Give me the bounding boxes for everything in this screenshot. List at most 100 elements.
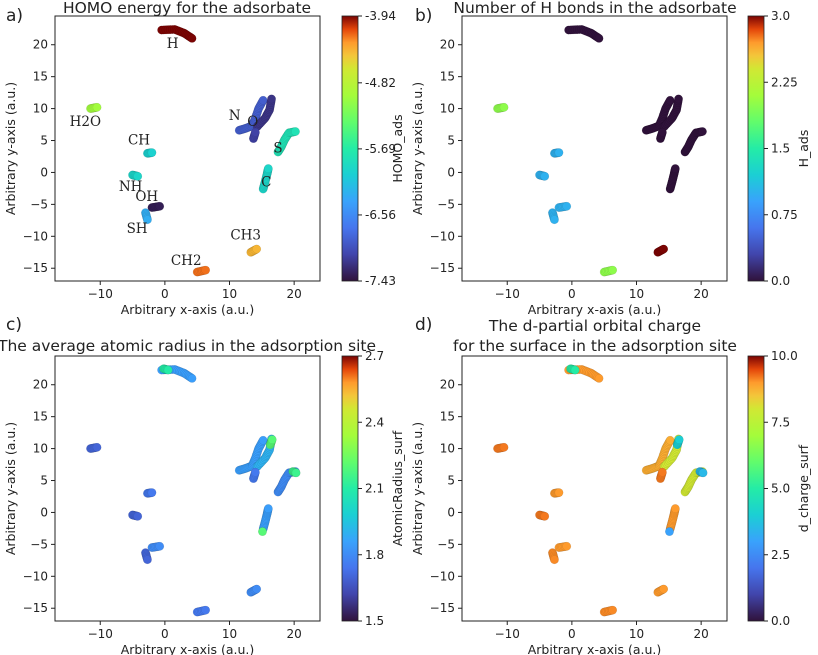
x-tick-label: 20 (287, 627, 302, 641)
panel-letter: d) (415, 315, 432, 335)
x-tick-label: 0 (568, 287, 576, 301)
annotation-label: S (273, 141, 282, 157)
data-point-h2o (499, 102, 509, 112)
y-axis-label: Arbitrary y-axis (a.u.) (410, 82, 425, 215)
colorbar-tick-label: -5.69 (365, 142, 396, 156)
y-tick-label: 15 (33, 70, 48, 84)
colorbar (341, 15, 359, 282)
colorbar-label: d_charge_surf (796, 444, 811, 532)
annotation-label: CH3 (230, 227, 261, 243)
y-tick-label: 0 (40, 165, 48, 179)
colorbar-tick-label: 10.0 (771, 349, 798, 363)
y-tick-label: 15 (33, 410, 48, 424)
data-point-c-tip (258, 527, 267, 537)
annotation-label: C (261, 174, 271, 190)
data-point-n (258, 95, 268, 105)
colorbar-label: HOMO_ads (390, 114, 405, 182)
data-point-ch3 (659, 244, 669, 254)
data-point-nh (540, 171, 550, 181)
annotation-label: OH (135, 189, 158, 205)
colorbar-tick-label: -7.43 (365, 274, 396, 288)
y-tick-label: 10 (33, 442, 48, 456)
data-point-c (263, 164, 273, 174)
data-point-ch (554, 148, 564, 158)
data-point-h2o (92, 442, 102, 452)
data-point-sh (549, 555, 559, 565)
colorbar (341, 355, 359, 622)
x-tick-label: 20 (694, 287, 709, 301)
data-point-h2o (499, 442, 509, 452)
y-tick-label: −5 (30, 197, 48, 211)
colorbar (747, 355, 765, 622)
data-point-ch2 (608, 265, 618, 275)
data-point-ch2 (201, 265, 211, 275)
chart-title: The average atomic radius in the adsorpt… (0, 337, 376, 355)
y-tick-label: −15 (430, 601, 455, 615)
data-point-s (697, 127, 707, 137)
y-tick-label: −5 (30, 537, 48, 551)
colorbar-tick-label: 1.5 (365, 614, 384, 628)
x-axis-label: Arbitrary x-axis (a.u.) (121, 642, 255, 655)
colorbar-tick-label: 2.5 (771, 548, 790, 562)
y-axis-label: Arbitrary y-axis (a.u.) (3, 422, 18, 555)
plot-area (461, 15, 728, 282)
data-point-oh (155, 541, 165, 551)
y-tick-label: 15 (440, 70, 455, 84)
x-tick-label: −10 (88, 627, 113, 641)
y-tick-label: 20 (440, 38, 455, 52)
colorbar (747, 15, 765, 282)
data-point-c (263, 504, 273, 514)
y-tick-label: 5 (40, 474, 48, 488)
colorbar-tick-label: 0.0 (771, 274, 790, 288)
annotation-label: SH (127, 221, 148, 237)
chart-title: Number of H bonds in the adsorbate (453, 0, 736, 17)
plot-area (461, 355, 728, 622)
data-point-h2o (92, 102, 102, 112)
data-point-ch3 (252, 584, 262, 594)
panel-letter: a) (6, 6, 23, 26)
x-tick-label: −10 (88, 287, 113, 301)
x-axis-label: Arbitrary x-axis (a.u.) (121, 302, 255, 317)
scatter-points (493, 364, 708, 617)
data-point-ch (147, 488, 157, 498)
colorbar-label: AtomicRadius_surf (390, 430, 405, 546)
y-tick-label: −5 (437, 197, 455, 211)
x-tick-label: 10 (222, 627, 237, 641)
colorbar-tick-label: 3.0 (771, 9, 790, 23)
data-point-s (290, 127, 300, 137)
annotation-label: NH (119, 179, 143, 195)
annotation-label: H2O (70, 114, 101, 130)
data-point-h-tip (570, 365, 580, 375)
scatter-points (493, 24, 707, 277)
y-tick-label: −10 (430, 569, 455, 583)
data-point-c (670, 164, 680, 174)
data-point-o2 (250, 467, 260, 477)
y-tick-label: 20 (33, 378, 48, 392)
y-tick-label: 15 (440, 410, 455, 424)
colorbar-tick-label: 2.4 (365, 415, 384, 429)
data-point-o-tip (674, 435, 684, 445)
data-point-ch3 (659, 584, 669, 594)
y-tick-label: −10 (430, 229, 455, 243)
data-point-o (674, 94, 683, 104)
colorbar-tick-label: -6.56 (365, 208, 396, 222)
data-point-oh (562, 201, 572, 211)
y-tick-label: 5 (447, 134, 455, 148)
chart-title: for the surface in the adsorption site (453, 337, 737, 355)
colorbar-tick-label: -4.82 (365, 76, 396, 90)
data-point-s-tip (291, 468, 301, 478)
chart-title: HOMO energy for the adsorbate (63, 0, 311, 17)
y-tick-label: −15 (23, 261, 48, 275)
data-point-sh (142, 555, 152, 565)
panel-c: c) The average atomic radius in the adsor… (0, 315, 405, 655)
panel-letter: b) (415, 6, 432, 26)
scatter-points (86, 364, 301, 617)
x-tick-label: −10 (495, 287, 520, 301)
colorbar-label: H_ads (796, 130, 811, 168)
data-point-oh (562, 541, 572, 551)
data-point-ch (147, 148, 157, 158)
data-point-o (267, 94, 276, 104)
plot-area (54, 15, 321, 282)
annotation-label: N (229, 108, 241, 124)
